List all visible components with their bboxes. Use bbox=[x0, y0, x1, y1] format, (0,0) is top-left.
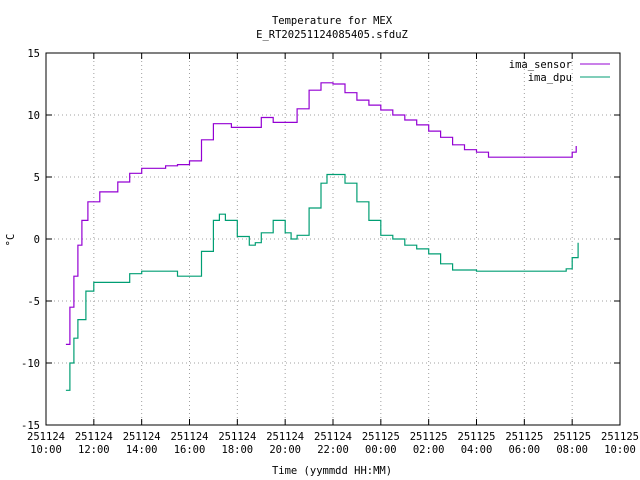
x-tick-label-date: 251124 bbox=[218, 431, 256, 443]
x-tick-label-date: 251124 bbox=[123, 431, 161, 443]
y-tick-label: -15 bbox=[21, 420, 40, 432]
y-tick-label: 5 bbox=[34, 172, 40, 184]
x-tick-label-time: 02:00 bbox=[413, 444, 445, 456]
x-tick-label-time: 06:00 bbox=[509, 444, 541, 456]
legend-label-ima-dpu: ima_dpu bbox=[528, 72, 572, 84]
y-tick-label: -10 bbox=[21, 358, 40, 370]
x-tick-label-date: 251124 bbox=[75, 431, 113, 443]
axis-ticks: -15-10-505101525112410:0025112412:002511… bbox=[21, 48, 639, 456]
x-tick-label-date: 251125 bbox=[410, 431, 448, 443]
y-tick-label: 0 bbox=[34, 234, 40, 246]
y-tick-label: 10 bbox=[27, 110, 40, 122]
x-tick-label-time: 20:00 bbox=[269, 444, 301, 456]
series-lines bbox=[65, 82, 579, 391]
legend: ima_sensor ima_dpu bbox=[509, 59, 610, 84]
x-tick-label-time: 14:00 bbox=[126, 444, 158, 456]
x-tick-label-time: 16:00 bbox=[174, 444, 206, 456]
x-tick-label-time: 10:00 bbox=[604, 444, 636, 456]
x-tick-label-date: 251124 bbox=[266, 431, 304, 443]
x-tick-label-time: 08:00 bbox=[556, 444, 588, 456]
x-tick-label-date: 251125 bbox=[601, 431, 639, 443]
x-tick-label-date: 251125 bbox=[505, 431, 543, 443]
x-tick-label-time: 22:00 bbox=[317, 444, 349, 456]
x-tick-label-date: 251124 bbox=[171, 431, 209, 443]
x-axis-label: Time (yymmdd HH:MM) bbox=[272, 465, 392, 477]
x-tick-label-time: 04:00 bbox=[461, 444, 493, 456]
x-tick-label-date: 251124 bbox=[314, 431, 352, 443]
chart-subtitle: E_RT20251124085405.sfduZ bbox=[256, 29, 408, 41]
grid-lines bbox=[46, 53, 620, 425]
x-tick-label-date: 251125 bbox=[553, 431, 591, 443]
series-line-ima-sensor bbox=[65, 82, 577, 345]
y-tick-label: 15 bbox=[27, 48, 40, 60]
x-tick-label-date: 251125 bbox=[458, 431, 496, 443]
legend-label-ima-sensor: ima_sensor bbox=[509, 59, 572, 71]
x-tick-label-time: 12:00 bbox=[78, 444, 110, 456]
x-tick-label-time: 10:00 bbox=[30, 444, 62, 456]
x-tick-label-time: 18:00 bbox=[222, 444, 254, 456]
y-tick-label: -5 bbox=[27, 296, 40, 308]
x-tick-label-date: 251124 bbox=[27, 431, 65, 443]
x-tick-label-date: 251125 bbox=[362, 431, 400, 443]
series-line-ima-dpu bbox=[65, 173, 579, 391]
x-tick-label-time: 00:00 bbox=[365, 444, 397, 456]
chart-title: Temperature for MEX bbox=[272, 15, 393, 27]
y-axis-label: °C bbox=[5, 234, 17, 247]
